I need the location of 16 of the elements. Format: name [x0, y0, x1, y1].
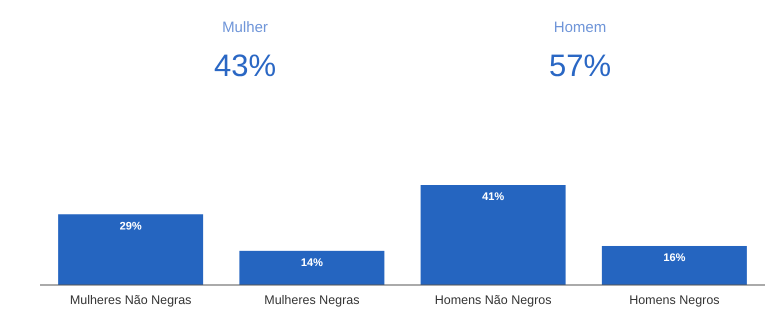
x-tick-label: Homens Negros	[629, 293, 720, 307]
bar	[58, 214, 204, 285]
data-label: 14%	[300, 256, 324, 269]
text: 43%	[214, 48, 276, 83]
data-label: 41%	[482, 191, 504, 203]
text: Homem	[554, 19, 606, 36]
text: 57%	[548, 48, 612, 83]
text: Mulher	[222, 19, 268, 36]
x-tick-label: Homens Não Negros	[434, 293, 552, 307]
data-label: 16%	[663, 252, 686, 264]
data-label: 29%	[120, 220, 142, 232]
x-tick-label: Mulheres Não Negras	[70, 293, 192, 307]
bar	[420, 185, 566, 285]
x-tick-label: Mulheres Negras	[264, 293, 360, 307]
bar	[602, 246, 747, 285]
bar	[239, 250, 384, 285]
